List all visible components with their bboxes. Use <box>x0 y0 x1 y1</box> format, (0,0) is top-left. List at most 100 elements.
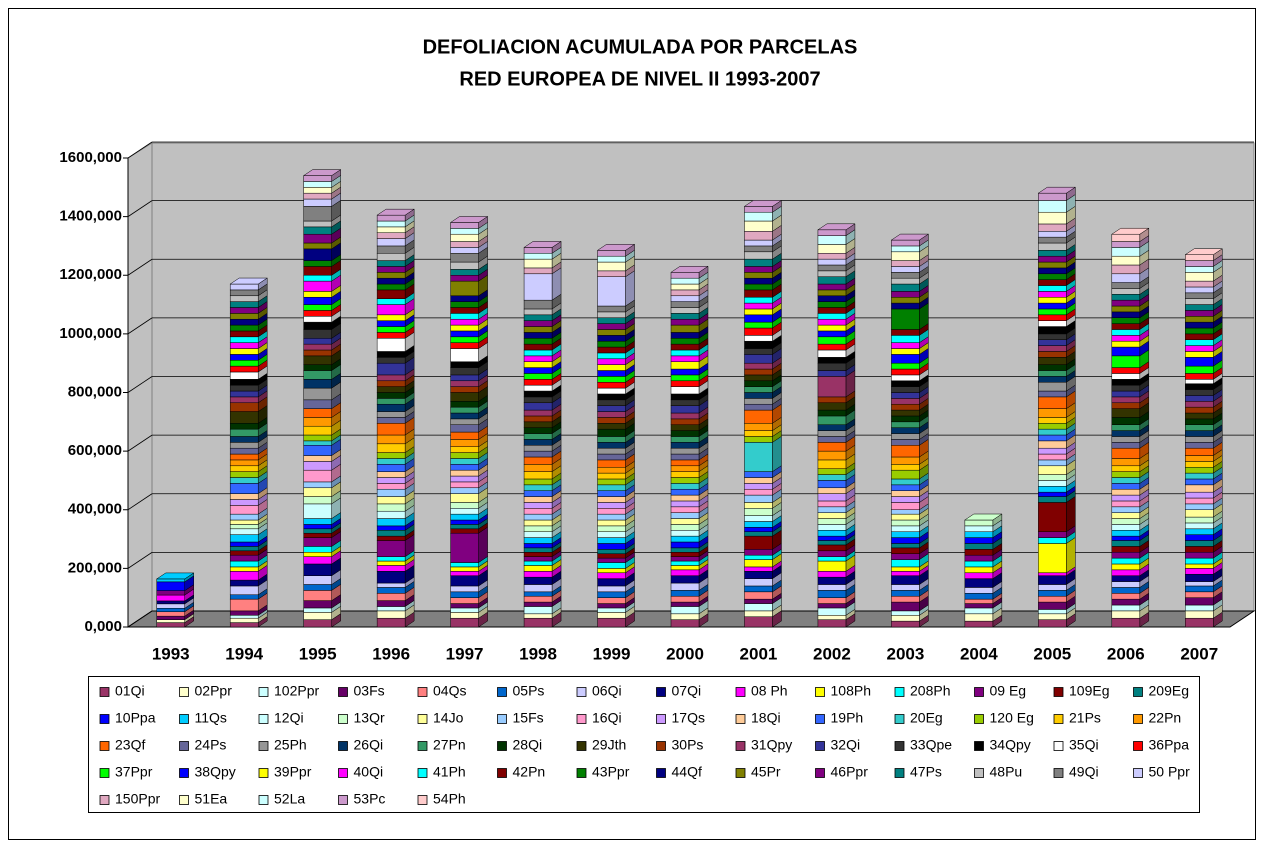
bar-segment <box>303 275 332 282</box>
bar-side-shade <box>699 338 708 350</box>
legend-swatch <box>735 741 746 751</box>
bar-side-shade <box>772 215 782 232</box>
bar-side-shade <box>1213 275 1223 287</box>
bar-segment <box>1185 591 1214 598</box>
bar-segment <box>523 379 553 386</box>
bar-segment <box>670 569 700 576</box>
legend-swatch <box>179 795 189 805</box>
legend-label: 51Ea <box>195 791 228 807</box>
bar-segment <box>1111 488 1141 496</box>
bar-side-shade <box>845 481 855 494</box>
bar-segment <box>891 513 920 521</box>
bar-side-shade <box>1213 383 1223 396</box>
bar-side-shade <box>845 538 855 551</box>
bar-segment <box>523 415 553 423</box>
bar-segment <box>1185 522 1214 530</box>
bar-segment <box>1185 333 1214 340</box>
bar-segment <box>891 590 920 597</box>
bar-segment <box>597 370 626 377</box>
bar-side-shade <box>699 295 708 308</box>
bar-side-shade <box>405 555 415 566</box>
bar-segment <box>891 571 920 576</box>
bar-segment <box>376 326 406 333</box>
chart-title: DEFOLIACION ACUMULADA POR PARCELAS <box>423 36 858 58</box>
bar-segment <box>303 469 332 483</box>
bar-side-shade <box>625 300 635 312</box>
bar-segment <box>744 578 773 587</box>
y-tick-label: 0,000 <box>84 618 122 635</box>
bar-segment <box>744 477 773 484</box>
bar-segment <box>1185 401 1214 408</box>
bar-side-shade <box>625 514 635 526</box>
bar-side-shade <box>552 409 562 422</box>
bar-segment <box>744 392 773 399</box>
bar-segment <box>376 587 406 594</box>
bar-segment <box>817 615 847 620</box>
legend-swatch <box>894 714 905 724</box>
legend-swatch <box>815 768 825 778</box>
bar-segment <box>450 336 479 343</box>
bar-segment <box>450 502 479 509</box>
bar-side-shade <box>1066 273 1076 286</box>
bar-segment <box>964 613 994 622</box>
bar-segment <box>376 556 406 562</box>
bar-segment <box>964 572 994 579</box>
bar-side-shade <box>772 489 782 503</box>
x-tick-label: 2001 <box>740 644 778 663</box>
bar-segment <box>376 525 406 531</box>
bar-segment <box>744 380 773 387</box>
bar-side-shade <box>1139 540 1149 553</box>
bar-side-shade <box>1213 528 1223 541</box>
bar-side-shade <box>919 336 929 349</box>
bar-segment <box>376 483 406 490</box>
bar-segment <box>891 354 920 364</box>
bar-side-shade <box>331 193 341 207</box>
bar-segment <box>1111 430 1141 437</box>
bar-side-shade <box>625 358 635 371</box>
bar-segment <box>523 247 553 254</box>
bar-side-shade <box>992 607 1002 622</box>
bar-segment <box>523 384 553 392</box>
bar-side-shade <box>478 418 488 433</box>
bar-side-shade <box>699 412 708 425</box>
bar-side-shade <box>772 585 782 600</box>
bar-segment <box>670 506 700 513</box>
bar-segment <box>229 342 259 349</box>
bar-segment <box>303 206 332 222</box>
bar-side-shade <box>845 283 855 296</box>
bar-side-shade <box>1213 367 1223 380</box>
bar-side-shade <box>405 581 415 594</box>
legend-swatch <box>417 795 428 805</box>
legend-label: 33Qpe <box>910 737 952 753</box>
bar-side-shade <box>258 289 268 302</box>
bar-side-shade <box>772 604 782 617</box>
legend-box <box>88 676 1200 813</box>
bar-side-shade <box>552 439 562 452</box>
bar-segment <box>744 508 773 516</box>
bar-side-shade <box>478 380 488 393</box>
bar-segment <box>523 439 553 446</box>
bar-side-shade <box>1213 412 1223 425</box>
legend-label: 22Pn <box>1149 710 1182 726</box>
bar-segment <box>670 547 700 553</box>
bar-side-shade <box>699 307 708 320</box>
bar-side-shade <box>552 559 562 572</box>
bar-segment <box>891 610 920 616</box>
bar-segment <box>817 424 847 431</box>
bar-side-shade <box>1066 267 1076 280</box>
bar-segment <box>376 464 406 472</box>
bar-segment <box>303 612 332 620</box>
bar-segment <box>1038 339 1067 346</box>
bar-side-shade <box>919 239 929 252</box>
bar-side-shade <box>625 556 635 569</box>
bar-side-shade <box>1139 418 1149 431</box>
bar-segment <box>229 477 259 484</box>
bar-side-shade <box>625 335 635 348</box>
bar-segment <box>523 556 553 562</box>
bar-side-shade <box>625 531 635 544</box>
bar-side-shade <box>478 522 488 534</box>
bar-segment <box>229 493 259 500</box>
bar-segment <box>303 455 332 462</box>
bar-side-shade <box>772 357 782 370</box>
bar-segment <box>523 402 553 411</box>
